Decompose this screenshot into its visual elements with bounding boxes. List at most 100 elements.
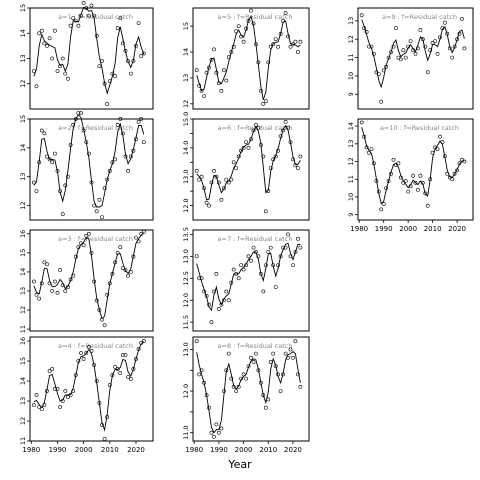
data-point	[34, 84, 39, 89]
data-point	[81, 243, 86, 248]
y-tick-label: 14	[19, 377, 27, 385]
data-point	[268, 245, 273, 250]
data-point	[256, 254, 261, 259]
data-point	[278, 32, 283, 36]
data-point	[440, 26, 445, 31]
data-point	[84, 6, 89, 10]
y-tick-label: 11.5	[182, 315, 190, 329]
data-point	[134, 44, 138, 48]
data-point	[105, 292, 110, 297]
data-point	[362, 26, 367, 31]
data-point	[204, 200, 209, 205]
data-point	[84, 233, 89, 238]
data-point	[364, 145, 369, 150]
y-tick-label: 11	[347, 175, 355, 183]
data-point	[76, 23, 81, 28]
data-point	[236, 384, 241, 389]
data-point	[256, 60, 261, 65]
panel-title: a=9 : f=Residual catch	[382, 13, 457, 21]
data-point	[231, 160, 236, 165]
y-tick-label: 15	[19, 357, 27, 365]
y-tick-label: 14	[19, 29, 27, 37]
x-tick-label: 2000	[75, 446, 93, 454]
x-tick-label: 2010	[259, 446, 277, 454]
data-point	[84, 140, 89, 145]
data-point	[118, 371, 123, 375]
data-point	[79, 351, 83, 355]
y-tick-label: 12.0	[182, 198, 190, 212]
data-point	[401, 48, 406, 53]
data-point	[197, 372, 202, 377]
data-point	[110, 271, 115, 276]
data-point	[212, 289, 216, 294]
panel-frame	[357, 118, 474, 221]
data-point	[115, 367, 120, 371]
data-point	[97, 64, 102, 69]
data-point	[94, 33, 99, 38]
data-point	[66, 76, 70, 81]
data-point	[107, 383, 112, 387]
data-point	[435, 147, 440, 152]
x-tick-label: 1980	[22, 446, 40, 454]
data-point	[81, 357, 86, 361]
data-point	[428, 48, 433, 53]
data-point	[71, 122, 76, 127]
x-tick-label: 2010	[424, 225, 442, 233]
data-point	[219, 197, 224, 202]
data-point	[413, 180, 418, 185]
data-point	[63, 71, 68, 76]
y-tick-label: 13	[19, 173, 27, 181]
data-point	[396, 161, 401, 166]
data-point	[216, 430, 221, 435]
data-point	[239, 34, 244, 39]
data-point	[45, 154, 49, 159]
y-tick-label: 12.0	[182, 384, 190, 398]
data-point	[42, 41, 47, 46]
y-tick-label: 12	[347, 157, 355, 165]
y-tick-label: 15	[19, 249, 27, 257]
data-point	[66, 285, 70, 290]
data-point	[141, 339, 146, 343]
data-point	[32, 403, 36, 407]
data-point	[231, 384, 236, 389]
data-point	[115, 26, 120, 31]
data-point	[229, 280, 234, 285]
data-point	[241, 267, 246, 272]
panel-title: a=7 : f=Residual catch	[218, 235, 293, 243]
data-point	[89, 349, 94, 353]
data-point	[139, 341, 144, 345]
data-point	[261, 289, 266, 294]
y-tick-label: 15	[19, 115, 27, 123]
data-point	[244, 263, 249, 268]
data-point	[204, 393, 209, 398]
data-point	[224, 177, 229, 182]
data-point	[253, 351, 258, 356]
data-point	[433, 39, 438, 44]
data-point	[288, 140, 293, 145]
y-tick-label: 10	[347, 193, 355, 201]
y-tick-label: 13.0	[182, 342, 190, 356]
data-point	[134, 137, 138, 142]
y-tick-label: 16	[19, 230, 27, 238]
data-point	[271, 157, 276, 162]
data-point	[34, 393, 39, 397]
data-point	[53, 151, 57, 156]
data-point	[442, 154, 447, 159]
data-point	[202, 94, 207, 99]
data-point	[97, 197, 102, 202]
data-point	[391, 157, 396, 162]
data-point	[298, 245, 303, 250]
data-point	[68, 143, 73, 147]
data-point	[261, 101, 266, 106]
data-point	[110, 160, 115, 165]
data-point	[291, 42, 295, 47]
data-point	[87, 345, 91, 349]
data-point	[462, 46, 467, 51]
data-point	[60, 56, 65, 61]
data-point	[295, 236, 300, 241]
data-point	[295, 50, 300, 54]
data-point	[249, 137, 253, 142]
x-tick-label: 1990	[210, 446, 228, 454]
data-point	[123, 353, 128, 357]
data-point	[239, 148, 244, 153]
